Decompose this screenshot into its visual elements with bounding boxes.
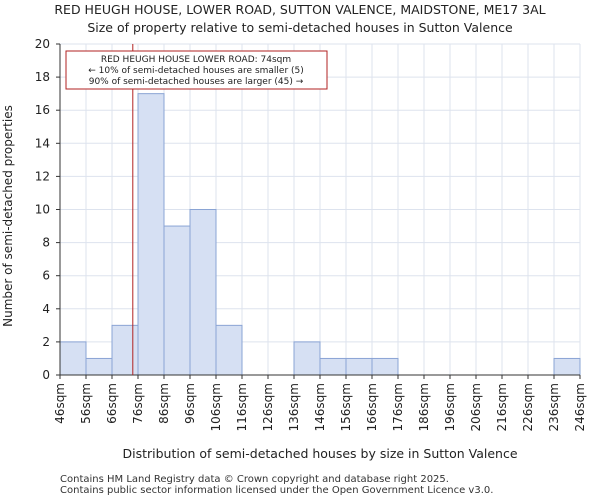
histogram-bar (85, 357, 113, 376)
annotation-line-2: ← 10% of semi-detached houses are smalle… (88, 66, 304, 76)
x-tick-label: 166sqm (365, 383, 379, 431)
x-tick-label: 106sqm (209, 383, 223, 431)
x-tick-label: 176sqm (391, 383, 405, 431)
y-tick-label: 20 (35, 37, 50, 51)
x-tick-label: 146sqm (313, 383, 327, 431)
y-tick-label: 14 (35, 136, 50, 150)
histogram-bar (163, 225, 191, 376)
footer-line-2: Contains public sector information licen… (60, 485, 494, 496)
x-tick-label: 206sqm (469, 383, 483, 431)
histogram-bar (345, 357, 373, 376)
histogram-bar (59, 341, 87, 376)
x-tick-label: 116sqm (235, 383, 249, 431)
y-tick-label: 10 (35, 203, 50, 217)
histogram-bar (319, 357, 347, 376)
x-tick-label: 196sqm (443, 383, 457, 431)
x-axis-label: Distribution of semi-detached houses by … (122, 446, 517, 461)
histogram-bar (371, 357, 399, 376)
histogram-bar (215, 324, 243, 376)
x-tick-label: 216sqm (495, 383, 509, 431)
x-tick-label: 136sqm (287, 383, 301, 431)
x-tick-label: 96sqm (183, 383, 197, 424)
y-tick-label: 16 (35, 103, 50, 117)
histogram-bar (189, 209, 217, 376)
axes: 0 2 4 6 8 10 12 14 16 18 20 46sqm 56sqm 66sqm 76sqm 86s… (35, 37, 587, 431)
y-tick-label: 6 (42, 269, 50, 283)
y-tick-label: 2 (42, 335, 50, 349)
chart-subtitle: Size of property relative to semi-detach… (87, 20, 513, 35)
histogram-bar (137, 93, 165, 376)
bars (59, 93, 581, 376)
x-tick-label: 226sqm (521, 383, 535, 431)
x-tick-label: 126sqm (261, 383, 275, 431)
y-tick-label: 12 (35, 169, 50, 183)
histogram-chart: RED HEUGH HOUSE, LOWER ROAD, SUTTON VALE… (1, 2, 587, 461)
x-tick-label: 246sqm (573, 383, 587, 431)
y-axis-label: Number of semi-detached properties (1, 105, 15, 327)
histogram-bar (111, 324, 139, 376)
x-tick-label: 56sqm (79, 383, 93, 424)
y-tick-label: 4 (42, 302, 50, 316)
histogram-bar (553, 357, 581, 376)
x-tick-label: 46sqm (53, 383, 67, 424)
footer-line-1: Contains HM Land Registry data © Crown c… (60, 474, 449, 485)
chart-title: RED HEUGH HOUSE, LOWER ROAD, SUTTON VALE… (54, 2, 545, 17)
histogram-bar (293, 341, 321, 376)
x-tick-label: 236sqm (547, 383, 561, 431)
x-tick-label: 156sqm (339, 383, 353, 431)
x-tick-label: 86sqm (157, 383, 171, 424)
y-tick-label: 0 (42, 368, 50, 382)
x-tick-label: 76sqm (131, 383, 145, 424)
annotation-line-3: 90% of semi-detached houses are larger (… (89, 77, 304, 87)
y-tick-label: 8 (42, 236, 50, 250)
annotation-line-1: RED HEUGH HOUSE LOWER ROAD: 74sqm (101, 55, 291, 65)
x-tick-label: 186sqm (417, 383, 431, 431)
x-tick-label: 66sqm (105, 383, 119, 424)
y-tick-label: 18 (35, 70, 50, 84)
annotation-box: RED HEUGH HOUSE LOWER ROAD: 74sqm ← 10% … (65, 50, 328, 90)
